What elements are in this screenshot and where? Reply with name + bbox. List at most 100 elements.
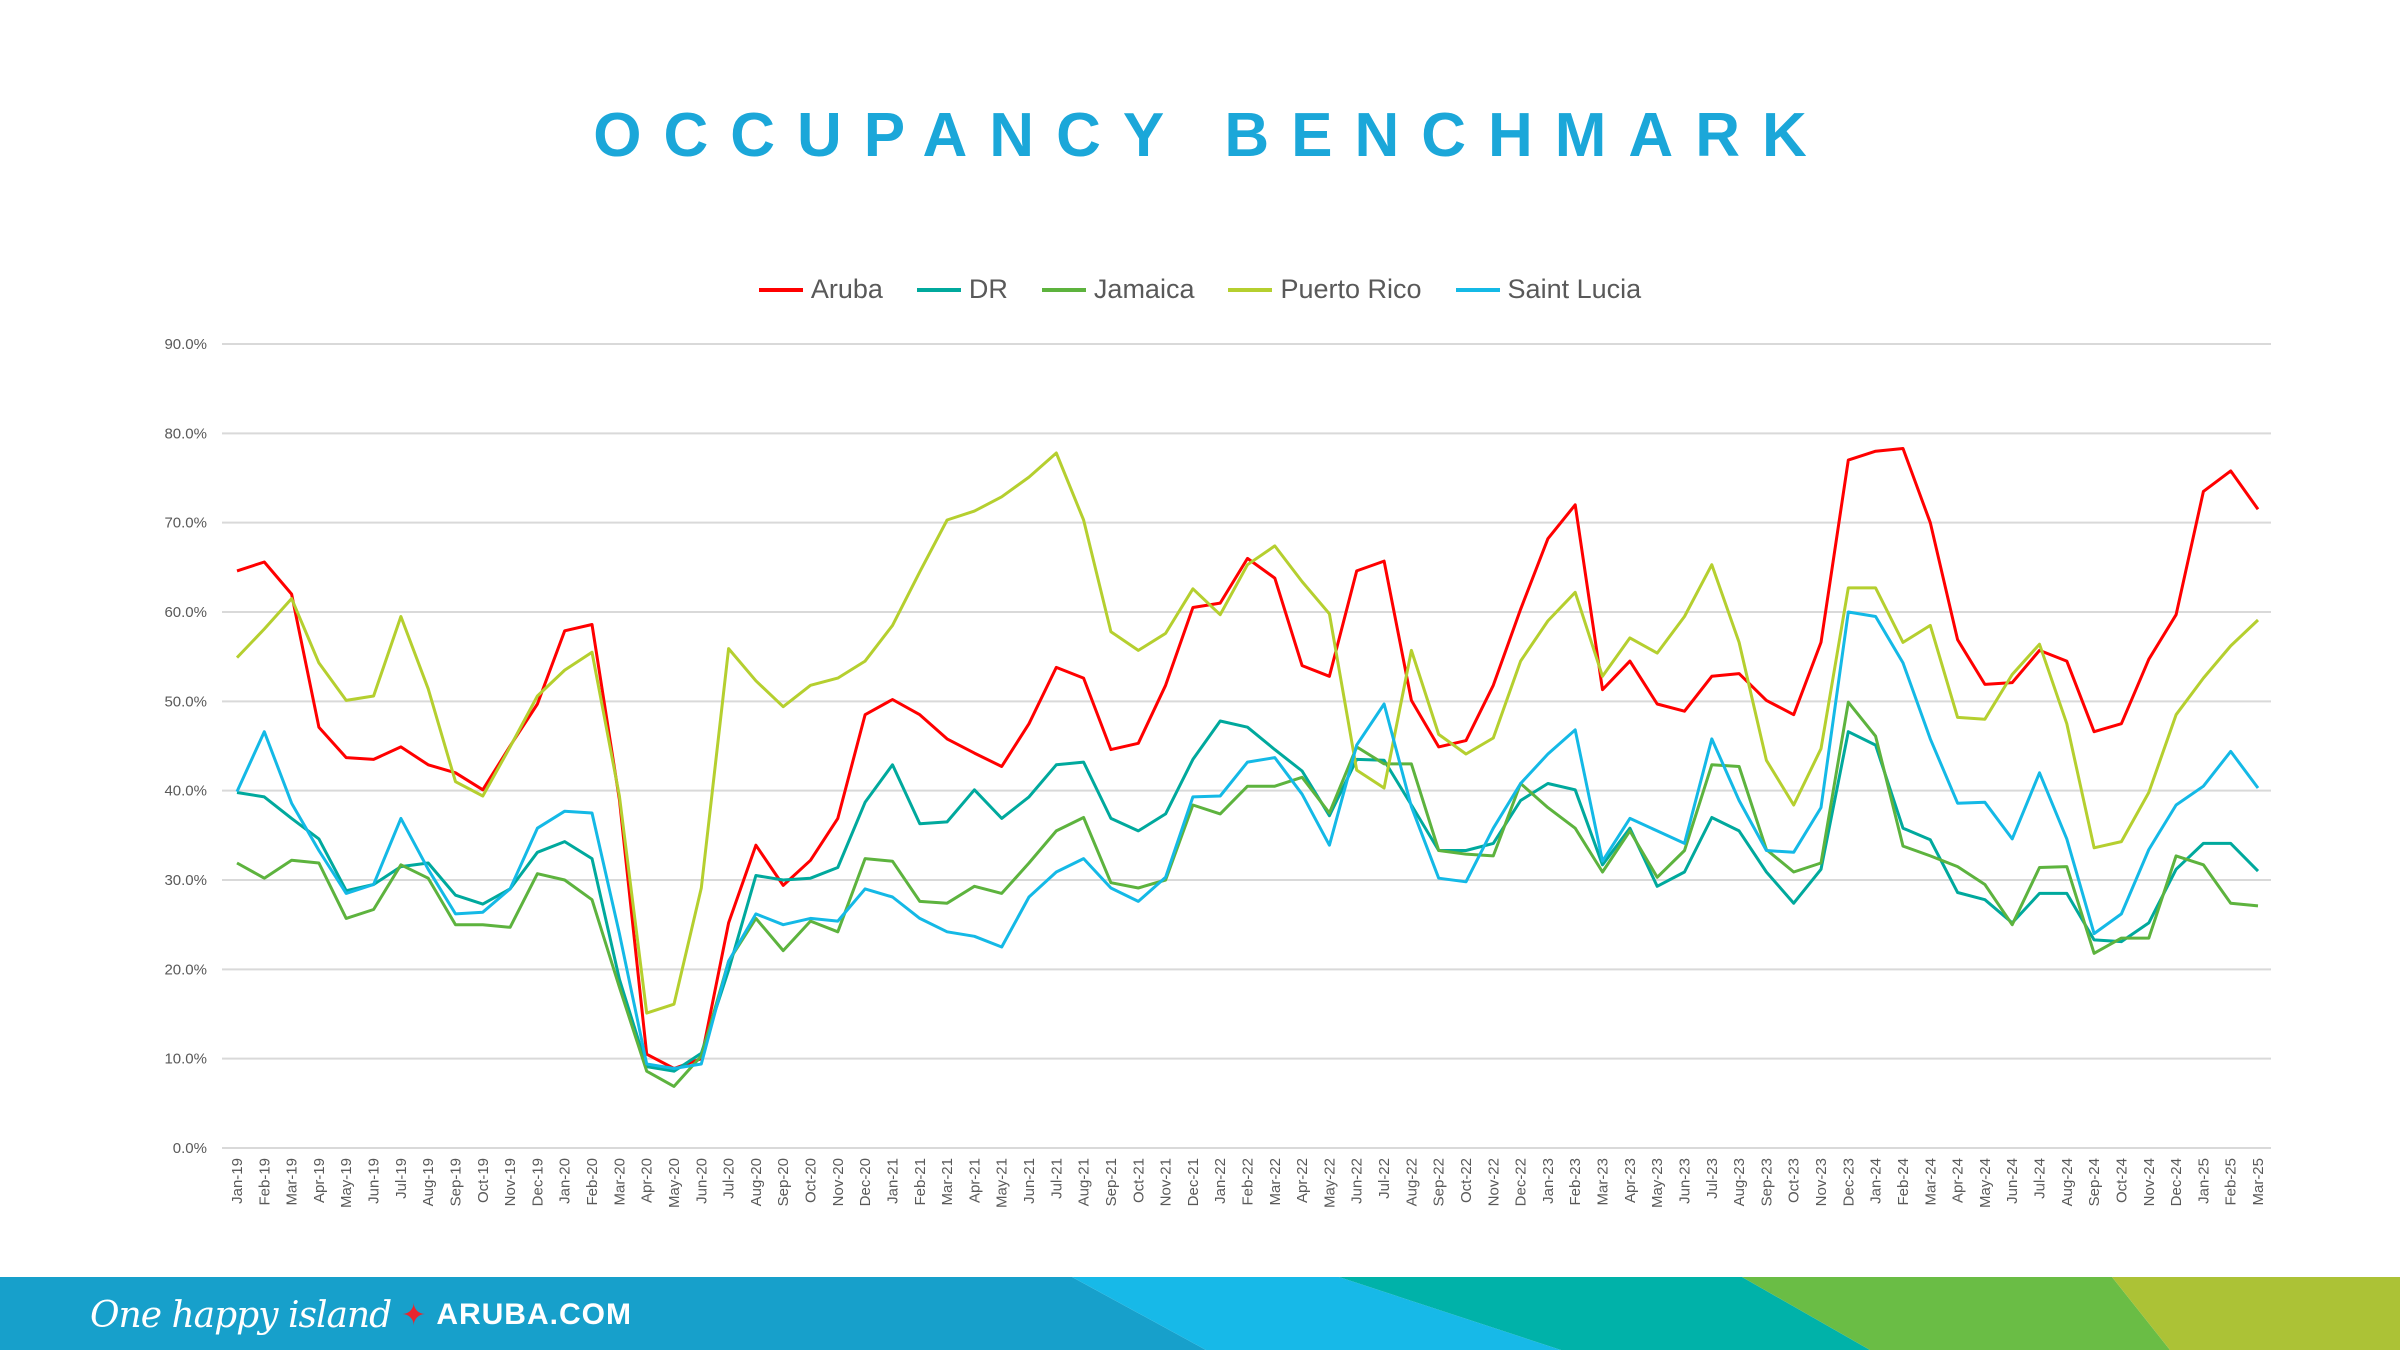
x-tick-label: Mar-23 (1595, 1158, 1612, 1206)
footer-banner (0, 1277, 2400, 1350)
x-tick-label: Oct-20 (803, 1158, 820, 1203)
x-tick-label: Aug-21 (1076, 1158, 1093, 1206)
line-chart: 0.0% 10.0% 20.0% 30.0% 40.0% 50.0% 60.0% 70.0% 8… (164, 336, 2271, 1208)
x-tick-label: Jan-20 (557, 1158, 574, 1204)
x-tick-label: Oct-23 (1786, 1158, 1803, 1203)
legend-item-dr: DR (916, 274, 1008, 305)
y-tick-label: 10.0% (164, 1051, 207, 1068)
x-tick-label: Mar-20 (611, 1158, 628, 1206)
x-tick-label: Jul-22 (1376, 1158, 1393, 1199)
x-tick-label: Apr-22 (1294, 1158, 1311, 1203)
legend-swatch (1041, 287, 1086, 292)
tagline: One happy island (90, 1294, 392, 1336)
x-tick-label: Nov-22 (1485, 1158, 1502, 1206)
x-tick-label: Jul-20 (721, 1158, 738, 1199)
x-tick-label: Jan-19 (229, 1158, 246, 1204)
y-tick-label: 30.0% (164, 872, 207, 889)
x-tick-label: Jul-19 (393, 1158, 410, 1199)
x-tick-label: Mar-24 (1922, 1158, 1939, 1206)
y-axis-ticks: 0.0% 10.0% 20.0% 30.0% 40.0% 50.0% 60.0% 70.0% 8… (164, 336, 207, 1157)
x-tick-label: May-23 (1649, 1158, 1666, 1208)
x-tick-label: Oct-19 (475, 1158, 492, 1203)
x-tick-label: Nov-23 (1813, 1158, 1830, 1206)
series-lines (235, 447, 2260, 1088)
series-line-dr (236, 719, 2260, 1073)
x-tick-label: May-22 (1321, 1158, 1338, 1208)
x-tick-label: Apr-19 (311, 1158, 328, 1203)
x-tick-label: Mar-22 (1267, 1158, 1284, 1206)
chart-title: OCCUPANCY BENCHMARK (593, 101, 1829, 170)
legend-label: Jamaica (1093, 274, 1195, 304)
y-tick-label: 80.0% (164, 425, 207, 442)
footer-logo: One happy island ✦ ARUBA.COM (90, 1290, 632, 1340)
site-link[interactable]: ARUBA.COM (436, 1298, 632, 1331)
x-tick-label: Sep-19 (447, 1158, 464, 1206)
series-line-aruba (236, 447, 2260, 1070)
series-line-puerto-rico (235, 451, 2260, 1015)
x-tick-label: Aug-22 (1403, 1158, 1420, 1206)
x-tick-label: Dec-19 (529, 1158, 546, 1206)
x-tick-label: Aug-19 (420, 1158, 437, 1206)
series-line-jamaica (236, 700, 2259, 1088)
x-tick-label: Dec-21 (1185, 1158, 1202, 1206)
x-tick-label: Oct-21 (1130, 1158, 1147, 1203)
x-tick-label: Apr-21 (966, 1158, 983, 1203)
x-tick-label: Sep-23 (1758, 1158, 1775, 1206)
x-axis-ticks: Jan-19 Feb-19 Mar-19 Apr-19 May-19 Jun-19 Jul-… (229, 1158, 2267, 1208)
legend-swatch (758, 287, 803, 292)
x-tick-label: Mar-21 (939, 1158, 956, 1206)
x-tick-label: Jun-21 (1021, 1158, 1038, 1204)
x-tick-label: Sep-21 (1103, 1158, 1120, 1206)
legend-label: Saint Lucia (1507, 274, 1642, 304)
x-tick-label: Mar-19 (284, 1158, 301, 1206)
footer-stripe (1339, 1277, 1870, 1350)
y-tick-label: 20.0% (164, 961, 207, 978)
x-tick-label: Apr-20 (639, 1158, 656, 1203)
series-line-saint-lucia (235, 610, 2260, 1070)
x-tick-label: May-19 (338, 1158, 355, 1208)
legend-item-saint-lucia: Saint Lucia (1455, 274, 1642, 305)
x-tick-label: Dec-24 (2168, 1158, 2185, 1206)
y-tick-label: 40.0% (164, 783, 207, 800)
legend-label: Aruba (810, 274, 883, 304)
y-tick-label: 0.0% (173, 1140, 207, 1157)
x-tick-label: Aug-23 (1731, 1158, 1748, 1206)
x-tick-label: Oct-24 (2113, 1158, 2130, 1203)
x-tick-label: May-24 (1977, 1158, 1994, 1208)
x-tick-label: Jan-22 (1212, 1158, 1229, 1204)
gridlines (222, 343, 2271, 1149)
x-tick-label: Jan-25 (2195, 1158, 2212, 1204)
x-tick-label: Jan-23 (1540, 1158, 1557, 1204)
x-tick-label: Apr-24 (1950, 1158, 1967, 1203)
x-tick-label: Nov-24 (2141, 1158, 2158, 1206)
footer-stripe (1072, 1277, 1561, 1350)
x-tick-label: Nov-20 (830, 1158, 847, 1206)
x-tick-label: Feb-21 (912, 1158, 929, 1206)
x-tick-label: Nov-19 (502, 1158, 519, 1206)
x-tick-label: Mar-25 (2250, 1158, 2267, 1206)
legend-item-jamaica: Jamaica (1041, 274, 1195, 305)
x-tick-label: Feb-22 (1240, 1158, 1257, 1206)
x-tick-label: Apr-23 (1622, 1158, 1639, 1203)
x-tick-label: Sep-24 (2086, 1158, 2103, 1206)
legend-item-aruba: Aruba (758, 274, 883, 305)
x-tick-label: Jul-23 (1704, 1158, 1721, 1199)
footer-stripe (1742, 1277, 2170, 1350)
footer-stripe (2112, 1277, 2400, 1350)
x-tick-label: Jun-19 (366, 1158, 383, 1204)
x-tick-label: Jun-24 (2004, 1158, 2021, 1204)
y-tick-label: 60.0% (164, 604, 207, 621)
x-tick-label: Aug-20 (748, 1158, 765, 1206)
x-tick-label: Sep-20 (775, 1158, 792, 1206)
x-tick-label: Jun-20 (693, 1158, 710, 1204)
legend-swatch (916, 287, 961, 292)
legend-label: DR (968, 274, 1008, 304)
x-tick-label: Dec-23 (1840, 1158, 1857, 1206)
x-tick-label: Sep-22 (1431, 1158, 1448, 1206)
x-tick-label: Jul-24 (2032, 1158, 2049, 1199)
x-tick-label: May-21 (994, 1158, 1011, 1208)
y-tick-label: 90.0% (164, 336, 207, 353)
footer-stripe (0, 1277, 1206, 1350)
x-tick-label: Aug-24 (2059, 1158, 2076, 1206)
y-tick-label: 50.0% (164, 693, 207, 710)
